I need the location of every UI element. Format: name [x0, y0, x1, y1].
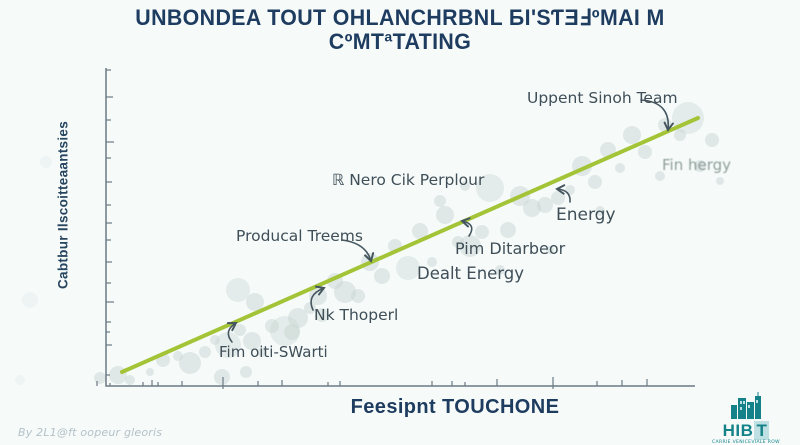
scatter-bubble — [396, 256, 420, 280]
scatter-bubble — [94, 372, 106, 384]
scatter-bubble — [623, 126, 641, 144]
axis-lines — [105, 68, 695, 387]
scatter-bubble — [475, 225, 489, 239]
scatter-bubble — [125, 375, 135, 385]
scatter-bubble — [588, 175, 602, 189]
scatter-bubble — [210, 335, 220, 345]
scatter-bubble — [694, 160, 706, 172]
scatter-bubble — [109, 366, 127, 384]
annotation-arrow — [555, 184, 571, 203]
annotation-arrow — [341, 239, 375, 263]
buildings-icon — [731, 392, 761, 419]
logo-wordmark: HIB T — [694, 421, 798, 440]
annotation-uppent-sinoh-team: Uppent Sinoh Team — [527, 89, 678, 107]
scatter-bubble — [15, 375, 25, 385]
annotation-arrow — [460, 217, 473, 237]
scatter-bubble — [434, 195, 446, 207]
annotation-pim-ditarbeor: Pim Ditarbeor — [455, 239, 566, 258]
scatter-bubble — [459, 235, 481, 257]
scatter-bubble — [234, 324, 246, 336]
scatter-bubble — [334, 281, 356, 303]
scatter-bubble — [146, 368, 154, 376]
scatter-bubble — [226, 278, 250, 302]
logo-caption: CARRIE VENICEVIALE ROW — [712, 439, 780, 445]
logo-text: HIB — [722, 421, 754, 440]
scatter-bubble — [436, 206, 454, 224]
annotation-energy: Energy — [556, 205, 616, 225]
scatter-bubble — [551, 191, 565, 205]
scatter-bubble — [546, 246, 554, 254]
scatter-bubble — [315, 308, 329, 322]
scatter-bubble — [495, 265, 505, 275]
scatter-bubble — [243, 332, 261, 350]
trend-line — [120, 116, 700, 374]
scatter-bubble — [716, 177, 724, 185]
scatter-bubble — [638, 145, 652, 159]
scatter-bubble — [199, 346, 211, 358]
scatter-bubble — [179, 352, 201, 374]
scatter-bubble — [374, 268, 390, 284]
scatter-bubble — [500, 222, 516, 238]
scatter-bubble — [565, 185, 575, 195]
logo: HIB T CARRIE VENICEVIALE ROW — [694, 392, 798, 445]
annotation-arrow — [640, 99, 674, 132]
scatter-bubble — [284, 324, 300, 340]
scatter-bubble — [257, 347, 267, 357]
scatter-bubble — [265, 319, 279, 333]
logo-suffix: T — [754, 421, 770, 440]
scatter-bubble — [537, 197, 553, 213]
x-axis-label: Feesipnt TOUCHONE — [350, 396, 560, 418]
scatter-bubble — [304, 302, 316, 314]
annotation-nero-cik-perplour: ℝ Nero Cik Perplour — [332, 171, 485, 189]
chart-title: UNBONDEA TOUT OHLANCHRBNL БI'SƬƎℲºMAƖ M … — [12, 6, 788, 54]
chart-title-line2: CºMTªTATING — [328, 29, 472, 54]
annotation-nk-thoperl: Nk Thoperl — [314, 306, 399, 324]
scatter-bubble — [412, 223, 428, 239]
scatter-bubble — [460, 181, 470, 191]
annotation-arrow — [310, 285, 326, 311]
annotation-fin-hergy: Fin hergy — [662, 156, 732, 174]
chart-title-line1: UNBONDEA TOUT OHLANCHRBNL БI'SƬƎℲºMAƖ M — [135, 5, 665, 30]
scatter-bubble — [288, 308, 308, 328]
scatter-bubble — [22, 292, 38, 308]
scatter-bubble — [615, 163, 625, 173]
scatter-bubble — [595, 206, 605, 216]
scatter-bubble — [214, 369, 230, 385]
scatter-bubble — [40, 156, 52, 168]
byline: By 2L1@ft oopeur gleoris — [18, 426, 163, 439]
scatter-bubble — [215, 332, 241, 358]
scatter-bubble — [246, 293, 264, 311]
scatter-bubble — [240, 366, 252, 378]
annotation-arrow — [226, 322, 238, 343]
scatter-bubble — [476, 174, 504, 202]
scatter-bubble — [351, 289, 365, 303]
scatter-bubble — [523, 199, 541, 217]
scatter-bubble — [427, 257, 437, 267]
scatter-bubble — [674, 129, 686, 141]
scatter-bubble — [705, 133, 719, 147]
annotation-producal-treems: Producal Treems — [236, 227, 363, 245]
annotation-fim-oiti-swarti: Fim oiti-SWarti — [219, 343, 328, 361]
annotation-dealt-energy: Dealt Energy — [417, 264, 525, 283]
scatter-bubble — [655, 171, 665, 181]
